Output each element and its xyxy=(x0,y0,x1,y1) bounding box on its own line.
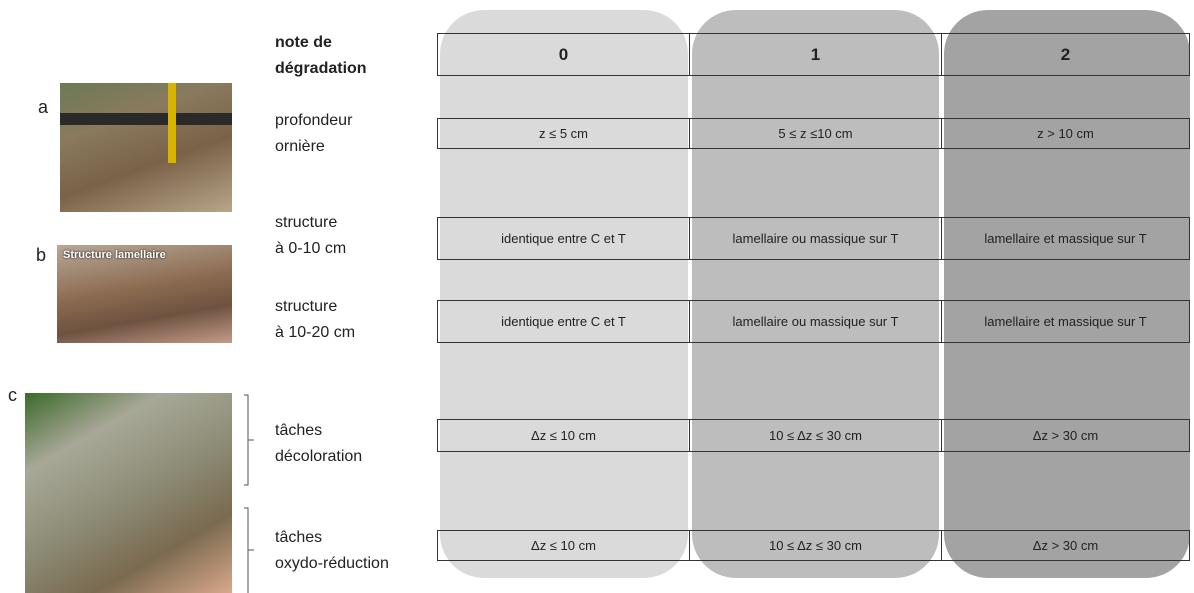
row-label: tâches décoloration xyxy=(275,418,362,470)
label-line: oxydo-réduction xyxy=(275,555,389,572)
bracket xyxy=(244,507,254,593)
bracket xyxy=(244,394,254,486)
cell: lamellaire ou massique sur T xyxy=(689,217,942,260)
row-label: tâches oxydo-réduction xyxy=(275,525,389,577)
label-line: décoloration xyxy=(275,448,363,465)
photo xyxy=(25,393,232,593)
cell: 10 ≤ Δz ≤ 30 cm xyxy=(689,419,942,452)
column-header: 0 xyxy=(437,33,690,76)
cell: Δz > 30 cm xyxy=(941,530,1190,561)
label-line: ornière xyxy=(275,138,325,155)
label-line: profondeur xyxy=(275,112,353,129)
photo xyxy=(60,83,232,212)
ruler xyxy=(168,83,176,163)
header-label: note de dégradation xyxy=(275,30,367,82)
cell: lamellaire ou massique sur T xyxy=(689,300,942,343)
cell: lamellaire et massique sur T xyxy=(941,300,1190,343)
column-bg xyxy=(440,10,688,578)
column-bg xyxy=(692,10,939,578)
photo-label: b xyxy=(36,245,47,265)
label-line: tâches xyxy=(275,529,323,546)
cell: identique entre C et T xyxy=(437,217,690,260)
column-header: 1 xyxy=(689,33,942,76)
brackets xyxy=(244,394,254,593)
photo-label: a xyxy=(38,97,49,117)
photo: Structure lamellaire xyxy=(57,245,232,343)
row-label: structure à 10-20 cm xyxy=(275,294,355,346)
row-label: profondeur ornière xyxy=(275,108,352,160)
row-label: structure à 0-10 cm xyxy=(275,210,346,262)
cell: 5 ≤ z ≤10 cm xyxy=(689,118,942,149)
cell: Δz ≤ 10 cm xyxy=(437,530,690,561)
label-line: structure xyxy=(275,298,338,315)
photo-label: c xyxy=(8,385,17,405)
label-line: à 0-10 cm xyxy=(275,240,347,257)
column-header: 2 xyxy=(941,33,1190,76)
label-line: note de xyxy=(275,34,332,51)
label-line: à 10-20 cm xyxy=(275,324,356,341)
cell: identique entre C et T xyxy=(437,300,690,343)
photo-caption: Structure lamellaire xyxy=(63,249,166,261)
cell: Δz ≤ 10 cm xyxy=(437,419,690,452)
cell: z ≤ 5 cm xyxy=(437,118,690,149)
cell: 10 ≤ Δz ≤ 30 cm xyxy=(689,530,942,561)
label-line: tâches xyxy=(275,422,323,439)
pipe xyxy=(60,113,232,125)
label-line: structure xyxy=(275,214,338,231)
label-line: dégradation xyxy=(275,60,367,77)
cell: lamellaire et massique sur T xyxy=(941,217,1190,260)
column-bg xyxy=(944,10,1190,578)
cell: Δz > 30 cm xyxy=(941,419,1190,452)
cell: z > 10 cm xyxy=(941,118,1190,149)
